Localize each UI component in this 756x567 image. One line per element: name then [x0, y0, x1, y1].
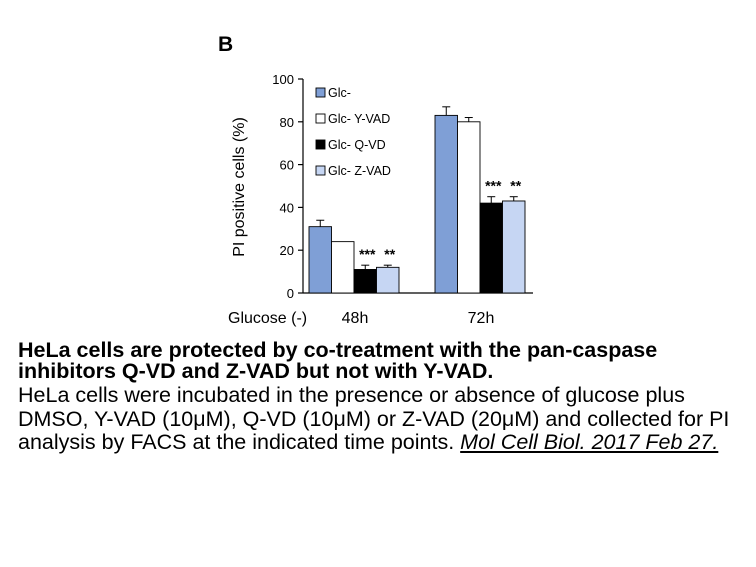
y-tick-label: 60: [280, 158, 294, 173]
citation-link[interactable]: Mol Cell Biol. 2017 Feb 27.: [460, 430, 719, 454]
caption-title: HeLa cells are protected by co-treatment…: [18, 338, 658, 383]
panel-label: B: [218, 33, 233, 56]
y-axis-label: PI positive cells (%): [231, 117, 248, 257]
legend: Glc- Glc- Y-VAD Glc- Q-VD Glc- Z-VAD: [315, 86, 391, 178]
y-tick-label: 100: [272, 72, 294, 87]
bar: [457, 121, 481, 294]
caption-text: HeLa cells were incubated in the presenc…: [18, 383, 730, 454]
y-tick-label: 0: [287, 286, 294, 301]
x-axis-label: Glucose (-): [228, 310, 307, 327]
legend-label: Glc- Y-VAD: [328, 112, 390, 126]
significance-marker: ***: [359, 246, 376, 262]
significance-marker: **: [510, 178, 521, 194]
y-tick-label: 80: [280, 115, 294, 130]
x-axis: 48h 72h: [342, 310, 495, 327]
caption-body: HeLa cells were incubated in the presenc…: [18, 383, 750, 455]
bar: [434, 114, 458, 294]
legend-label: Glc- Q-VD: [328, 138, 386, 152]
legend-label: Glc-: [328, 86, 351, 100]
bar: [376, 266, 400, 294]
bar: [479, 202, 503, 294]
bar: [502, 200, 526, 294]
y-tick-label: 40: [280, 200, 294, 215]
x-tick-label: 48h: [342, 310, 369, 327]
figure-caption: HeLa cells are protected by co-treatment…: [18, 338, 750, 455]
bar: [331, 241, 355, 294]
legend-swatch: [315, 113, 326, 124]
bar: [353, 269, 377, 294]
y-tick-label: 20: [280, 243, 294, 258]
x-tick-label: 72h: [468, 310, 495, 327]
legend-swatch: [315, 139, 326, 150]
significance-marker: ***: [485, 178, 502, 194]
bar: [308, 226, 332, 294]
legend-swatch: [315, 165, 326, 176]
significance-marker: **: [384, 246, 395, 262]
legend-swatch: [315, 87, 326, 98]
bars: *** ***** **: [308, 106, 526, 294]
legend-label: Glc- Z-VAD: [328, 164, 391, 178]
